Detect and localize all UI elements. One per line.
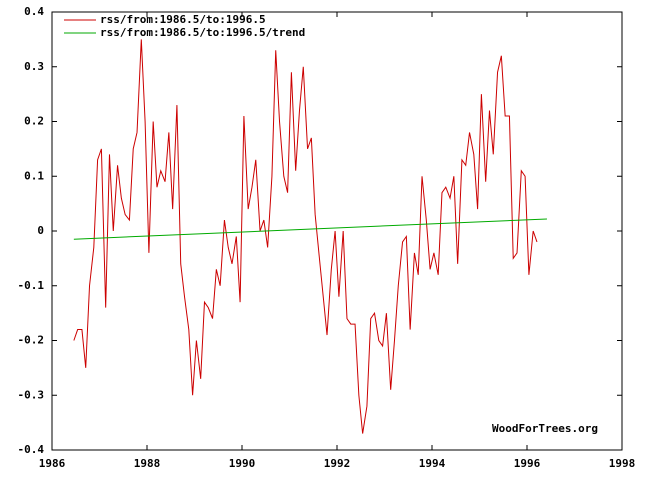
- y-tick-label: -0.3: [18, 388, 45, 401]
- x-tick-label: 1998: [609, 457, 636, 470]
- series-line: [73, 39, 538, 434]
- x-tick-label: 1992: [324, 457, 351, 470]
- y-tick-label: 0.1: [24, 169, 44, 182]
- y-tick-label: -0.2: [18, 334, 45, 347]
- y-tick-label: 0.3: [24, 60, 44, 73]
- y-tick-label: 0.2: [24, 115, 44, 128]
- y-tick-label: 0.4: [24, 5, 44, 18]
- series-line: [73, 218, 547, 240]
- x-tick-label: 1996: [514, 457, 541, 470]
- y-tick-label: -0.4: [18, 443, 45, 456]
- plot-frame: [51, 11, 623, 451]
- x-tick-label: 1988: [134, 457, 161, 470]
- y-tick-label: 0: [37, 224, 44, 237]
- legend-label: rss/from:1986.5/to:1996.5: [100, 13, 266, 26]
- y-tick-label: -0.1: [18, 279, 45, 292]
- x-tick-label: 1994: [419, 457, 446, 470]
- x-tick-label: 1990: [229, 457, 256, 470]
- watermark: WoodForTrees.org: [492, 422, 598, 435]
- legend-label: rss/from:1986.5/to:1996.5/trend: [100, 26, 305, 39]
- x-tick-label: 1986: [39, 457, 66, 470]
